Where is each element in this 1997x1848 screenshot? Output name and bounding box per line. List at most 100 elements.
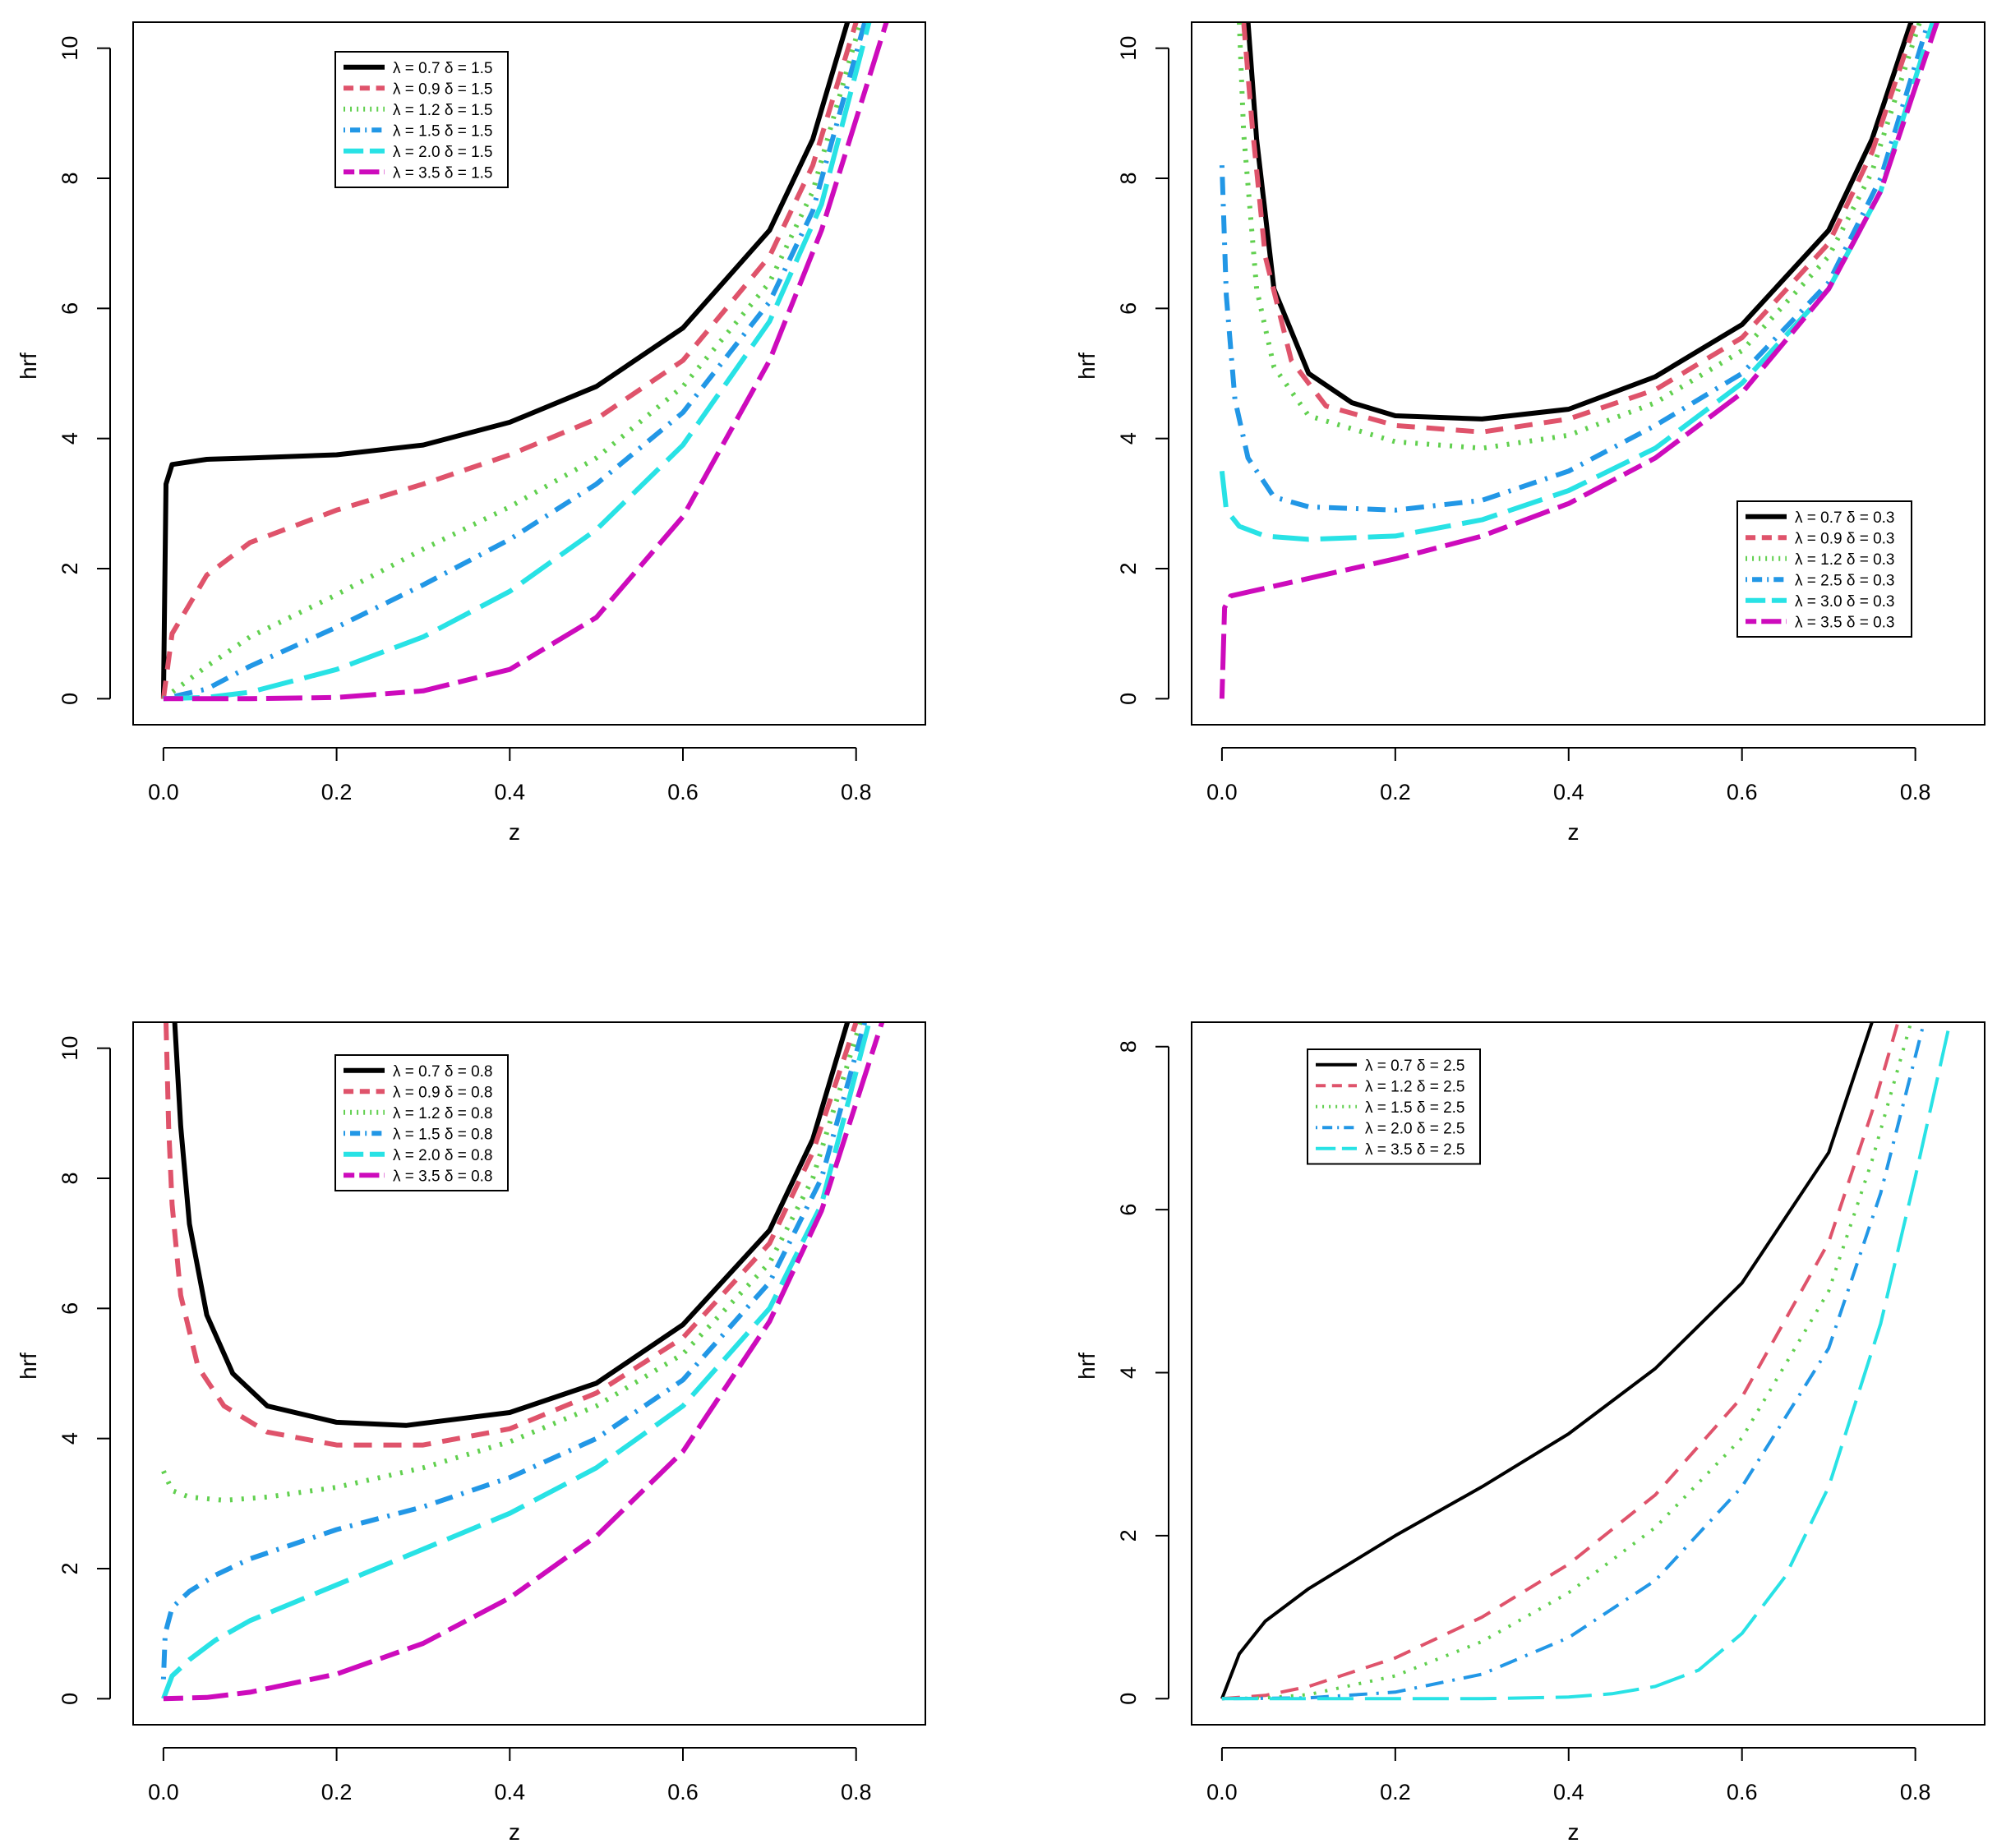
legend-box: [334, 1054, 509, 1191]
legend-label: λ = 1.2 δ = 2.5: [1365, 1078, 1465, 1095]
legend-label: λ = 3.5 δ = 1.5: [393, 164, 493, 182]
y-tick-label: 0: [58, 1693, 82, 1705]
legend-box: [1736, 500, 1912, 638]
legend-label: λ = 0.7 δ = 2.5: [1365, 1058, 1465, 1075]
legend-box: [334, 51, 509, 188]
series-line-black: [1245, 22, 1914, 422]
series-line-blue: [160, 1022, 868, 1680]
x-tick-label: 0.8: [841, 780, 872, 804]
legend-label: λ = 1.2 δ = 0.3: [1795, 551, 1895, 569]
y-tick-label: 0: [1116, 693, 1141, 705]
legend-label: λ = 0.9 δ = 1.5: [393, 81, 493, 98]
series-line-blue: [1221, 1022, 1926, 1701]
series-line-green: [161, 1022, 863, 1503]
y-tick-label: 4: [58, 1432, 82, 1445]
series-group: [160, 22, 889, 702]
y-tick-label: 2: [1116, 562, 1141, 574]
y-tick-label: 6: [1116, 302, 1141, 315]
series-line-red: [1241, 22, 1918, 435]
legend: λ = 0.7 δ = 0.8 λ = 0.9 δ = 0.8 λ = 1.2 δ …: [334, 1054, 509, 1191]
plot-frame: [1191, 21, 1985, 726]
legend: λ = 0.7 δ = 2.5 λ = 1.2 δ = 2.5 λ = 1.5 δ …: [1307, 1048, 1481, 1165]
y-tick-label: 0: [58, 693, 82, 705]
y-tick-label: 10: [1116, 36, 1141, 61]
series-group: [1220, 1022, 1952, 1701]
x-tick-label: 0.4: [495, 1780, 526, 1804]
legend-label: λ = 1.5 δ = 0.8: [393, 1126, 493, 1143]
series-line-red: [1221, 1022, 1900, 1701]
legend-label: λ = 2.0 δ = 0.8: [393, 1147, 493, 1164]
legend-label: λ = 2.0 δ = 2.5: [1365, 1120, 1465, 1137]
x-tick-label: 0.0: [1206, 780, 1238, 804]
y-tick-label: 8: [58, 1172, 82, 1184]
y-tick-label: 8: [1116, 1040, 1141, 1053]
legend-label: λ = 3.5 δ = 0.8: [393, 1168, 493, 1185]
legend-label: λ = 3.0 δ = 0.3: [1795, 593, 1895, 611]
x-axis-label: z: [509, 1819, 520, 1845]
plot-frame: [1191, 1021, 1985, 1726]
series-line-magenta: [1219, 22, 1939, 699]
y-tick-label: 2: [58, 562, 82, 574]
chart-panel-3: 0.0 0.2 0.4 0.6 0.8 z 0 2 4 6 8 10 hrf λ = 0.7 δ = 0.…: [16, 1021, 926, 1845]
x-tick-label: 0.0: [1206, 1780, 1238, 1804]
legend-label: λ = 0.7 δ = 0.3: [1795, 509, 1895, 527]
series-line-red: [160, 22, 859, 699]
y-tick-label: 6: [1116, 1204, 1141, 1216]
x-tick-label: 0.6: [667, 780, 699, 804]
legend: λ = 0.7 δ = 1.5 λ = 0.9 δ = 1.5 λ = 1.2 δ …: [334, 51, 509, 188]
y-tick-label: 8: [58, 172, 82, 184]
x-tick-label: 0.8: [1900, 1780, 1931, 1804]
legend-label: λ = 0.9 δ = 0.3: [1795, 530, 1895, 547]
series-line-green: [1221, 1022, 1913, 1701]
legend-label: λ = 0.9 δ = 0.8: [393, 1084, 493, 1101]
y-tick-label: 2: [1116, 1529, 1141, 1542]
legend-label: λ = 0.7 δ = 1.5: [393, 60, 493, 77]
legend-label: λ = 1.5 δ = 1.5: [393, 122, 493, 140]
legend-label: λ = 2.5 δ = 0.3: [1795, 572, 1895, 589]
legend-label: λ = 2.0 δ = 1.5: [393, 144, 493, 161]
y-tick-label: 10: [58, 36, 82, 61]
y-axis-label: hrf: [1074, 353, 1100, 380]
chart-panel-2: 0.0 0.2 0.4 0.6 0.8 z 0 2 4 6 8 10 hrf λ = 0.7 δ = 0.…: [1074, 21, 1985, 845]
x-tick-label: 0.4: [1553, 1780, 1584, 1804]
legend-label: λ = 3.5 δ = 0.3: [1795, 614, 1895, 631]
y-tick-label: 4: [58, 432, 82, 445]
y-axis-label: hrf: [1074, 1353, 1100, 1380]
legend-label: λ = 1.5 δ = 2.5: [1365, 1099, 1465, 1117]
legend-label: λ = 1.2 δ = 0.8: [393, 1105, 493, 1122]
y-tick-label: 6: [58, 1302, 82, 1315]
series-line-black: [172, 1022, 851, 1428]
x-tick-label: 0.8: [841, 1780, 872, 1804]
y-tick-label: 10: [58, 1036, 82, 1061]
y-tick-label: 0: [1116, 1693, 1141, 1705]
x-axis-label: z: [1568, 819, 1580, 845]
x-tick-label: 0.2: [321, 780, 353, 804]
series-line-cyan: [1219, 22, 1935, 542]
x-tick-label: 0.6: [1727, 780, 1758, 804]
x-tick-label: 0.8: [1900, 780, 1931, 804]
series-group: [160, 1022, 885, 1702]
series-line-blue: [1219, 22, 1931, 513]
x-tick-label: 0.0: [148, 1780, 179, 1804]
x-axis-label: z: [509, 819, 520, 845]
x-tick-label: 0.2: [1380, 780, 1411, 804]
series-line-magenta: [163, 1022, 885, 1702]
plot-frame: [132, 21, 926, 726]
legend-label: λ = 1.2 δ = 1.5: [393, 102, 493, 119]
y-axis-label: hrf: [16, 353, 41, 380]
legend-label: λ = 3.5 δ = 2.5: [1365, 1141, 1465, 1159]
x-tick-label: 0.4: [495, 780, 526, 804]
plot-frame: [132, 1021, 926, 1726]
series-line-cyan: [1221, 1022, 1952, 1701]
chart-panel-1: 0.0 0.2 0.4 0.6 0.8 z 0 2 4 6 8 10 hrf λ = 0.7 δ = 1.…: [16, 21, 926, 845]
x-axis-label: z: [1568, 1819, 1580, 1845]
series-line-black: [1220, 1022, 1874, 1700]
y-tick-label: 4: [1116, 1366, 1141, 1379]
series-line-red: [164, 1022, 859, 1448]
x-tick-label: 0.2: [321, 1780, 353, 1804]
x-tick-label: 0.6: [1727, 1780, 1758, 1804]
series-line-black: [160, 22, 851, 699]
series-line-green: [162, 22, 863, 701]
